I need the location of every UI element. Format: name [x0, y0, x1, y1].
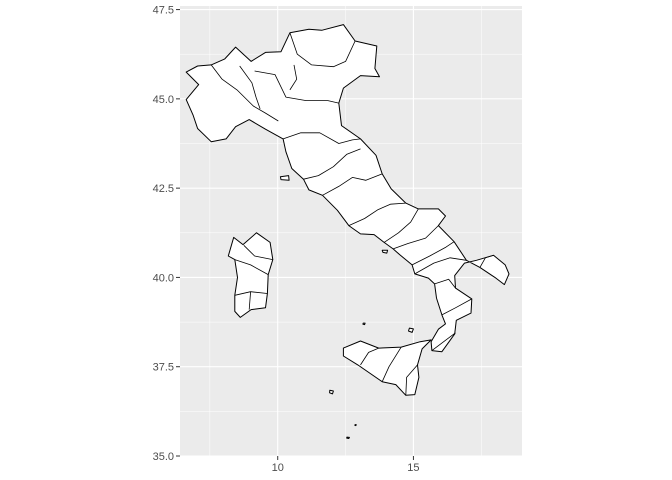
province-boundary — [289, 32, 356, 68]
province-boundary — [360, 347, 379, 366]
province-boundary — [210, 64, 279, 122]
province-boundary — [303, 148, 361, 180]
province-boundary — [405, 364, 418, 396]
province-boundary — [383, 208, 419, 243]
x-tick-label: 15 — [407, 462, 419, 474]
y-tick-label: 35.0 — [153, 451, 174, 463]
province-boundary — [248, 291, 251, 310]
y-tick-label: 40.0 — [153, 272, 174, 284]
province-boundary — [282, 132, 361, 144]
region-capri-ischia — [381, 249, 389, 254]
province-boundary — [348, 202, 406, 226]
y-tick-label: 42.5 — [153, 183, 174, 195]
region-ustica — [362, 322, 366, 326]
province-boundary — [431, 332, 456, 351]
province-boundary — [441, 298, 472, 316]
province-boundary — [322, 173, 383, 196]
province-boundary — [479, 254, 494, 268]
region-pantelleria — [329, 389, 334, 395]
province-boundary — [434, 278, 456, 289]
province-boundary — [243, 245, 273, 260]
province-boundary — [289, 64, 298, 91]
y-tick-label: 47.5 — [153, 5, 174, 17]
province-boundary — [414, 257, 467, 275]
region-sardinia — [227, 232, 274, 318]
province-boundary — [254, 70, 339, 104]
province-boundary — [411, 241, 455, 266]
y-tick-label: 45.0 — [153, 94, 174, 106]
region-aeolian — [408, 327, 414, 333]
internal-borders — [210, 32, 494, 396]
region-sicily — [342, 339, 432, 396]
map-regions — [185, 24, 510, 439]
axes: 10 15 35.0 37.5 40.0 42.5 45.0 47.5 — [153, 5, 420, 474]
x-tick-label: 10 — [272, 462, 284, 474]
region-linosa — [354, 424, 357, 427]
region-lampedusa — [346, 436, 350, 439]
province-boundary — [239, 65, 261, 110]
province-boundary — [392, 225, 439, 250]
region-elba — [279, 175, 290, 181]
province-boundary — [381, 346, 402, 382]
y-tick-label: 37.5 — [153, 362, 174, 374]
province-boundary — [234, 259, 269, 275]
